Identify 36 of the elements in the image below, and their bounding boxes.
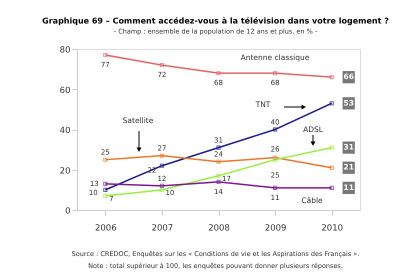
point — [330, 146, 334, 150]
point — [160, 154, 164, 158]
point — [103, 194, 108, 198]
point — [273, 186, 278, 190]
point — [330, 101, 334, 106]
point — [216, 180, 221, 184]
x-tick-label: 2006 — [94, 224, 117, 234]
point — [103, 188, 108, 192]
y-tick-label: 60 — [60, 86, 70, 96]
point — [103, 52, 108, 58]
y-tick-label: 20 — [60, 166, 70, 176]
point — [160, 188, 164, 192]
point — [330, 186, 334, 190]
point — [273, 71, 278, 76]
point — [216, 71, 221, 76]
point — [160, 184, 164, 188]
y-tick-label: 40 — [60, 126, 70, 136]
point — [160, 164, 164, 168]
y-tick-label: 0 — [65, 206, 70, 216]
point — [330, 166, 334, 170]
point — [160, 63, 164, 68]
x-tick-label: 2010 — [321, 224, 344, 234]
point — [216, 160, 221, 164]
point — [273, 127, 278, 132]
chart-title: Graphique 69 – Comment accédez-vous à la télévision dans votre logement ? — [42, 16, 390, 26]
x-tick-label: 2009 — [264, 224, 286, 234]
x-tick-label: 2008 — [208, 224, 230, 234]
point — [216, 146, 221, 150]
y-tick-label: 80 — [60, 46, 70, 56]
line-series — [103, 180, 334, 190]
point — [103, 182, 108, 186]
point — [103, 158, 108, 162]
line-series — [103, 52, 334, 80]
point — [330, 75, 334, 80]
point — [216, 174, 221, 178]
x-tick-label: 2007 — [152, 224, 174, 234]
